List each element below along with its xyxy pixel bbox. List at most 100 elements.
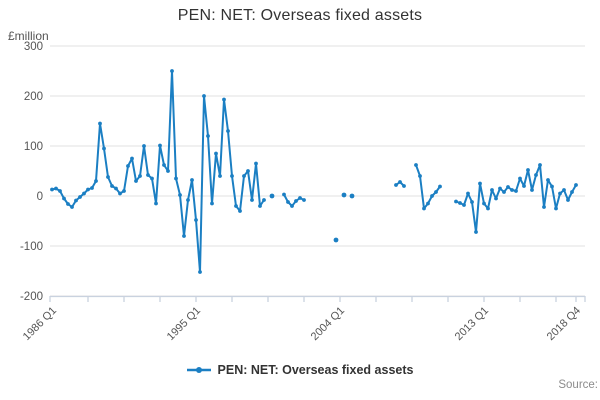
data-point-marker — [82, 191, 86, 196]
y-tick-label: 100 — [24, 141, 43, 153]
data-point-marker — [269, 193, 275, 199]
data-point-marker — [258, 204, 262, 208]
data-point-marker — [186, 198, 190, 202]
data-point-marker — [498, 186, 502, 191]
data-point-marker — [134, 179, 138, 183]
y-tick-label: 300 — [24, 41, 43, 53]
y-tick-label: 200 — [24, 91, 43, 103]
series-line — [51, 70, 265, 273]
source-label: Source: — [558, 379, 598, 391]
data-point-marker — [174, 176, 178, 181]
data-point-marker — [222, 97, 226, 102]
data-point-marker — [502, 190, 506, 194]
data-point-marker — [54, 186, 58, 191]
data-point-marker — [158, 143, 162, 148]
data-point-marker — [202, 94, 206, 98]
data-point-marker — [454, 199, 458, 204]
legend[interactable]: PEN: NET: Overseas fixed assets — [0, 363, 600, 377]
data-point-marker — [434, 190, 438, 194]
data-point-marker — [226, 129, 230, 133]
data-point-marker — [286, 200, 290, 204]
data-point-marker — [86, 187, 90, 192]
data-point-marker — [62, 196, 66, 201]
data-point-marker — [182, 234, 186, 238]
y-axis-unit-label: £million — [8, 29, 49, 43]
legend-label: PEN: NET: Overseas fixed assets — [217, 363, 414, 377]
data-point-marker — [430, 194, 434, 198]
data-point-marker — [114, 186, 118, 191]
data-point-marker — [198, 270, 202, 274]
data-point-marker — [418, 174, 422, 178]
data-point-marker — [538, 163, 542, 167]
data-point-marker — [438, 184, 442, 189]
data-point-marker — [402, 184, 406, 188]
data-point-marker — [298, 196, 302, 200]
data-point-marker — [78, 195, 82, 199]
data-point-marker — [522, 184, 526, 188]
data-point-marker — [486, 206, 490, 211]
data-point-marker — [526, 168, 530, 172]
chart-title: PEN: NET: Overseas fixed assets — [177, 7, 423, 24]
data-point-marker — [294, 199, 298, 203]
y-tick-label: 0 — [37, 191, 43, 203]
data-point-marker — [422, 206, 426, 211]
data-point-marker — [478, 181, 482, 186]
data-point-marker — [506, 185, 510, 189]
data-point-marker — [238, 209, 242, 213]
data-point-marker — [150, 176, 154, 181]
data-point-marker — [154, 201, 158, 206]
data-point-marker — [530, 188, 534, 192]
data-point-marker — [333, 237, 339, 243]
data-point-marker — [474, 230, 478, 234]
data-point-marker — [574, 183, 578, 187]
data-point-marker — [566, 198, 570, 202]
data-point-marker — [130, 156, 134, 161]
x-tick-label: 2013 Q1 — [453, 305, 491, 343]
y-tick-label: -100 — [20, 241, 43, 253]
data-point-marker — [570, 190, 574, 194]
data-point-marker — [90, 186, 94, 190]
data-point-marker — [234, 204, 238, 208]
x-tick-label: 2018 Q4 — [545, 305, 583, 343]
data-point-marker — [554, 206, 558, 211]
x-tick-label: 1986 Q1 — [21, 305, 59, 343]
data-point-marker — [138, 174, 142, 178]
data-point-marker — [118, 191, 122, 196]
data-point-marker — [494, 196, 498, 201]
data-point-marker — [102, 146, 106, 151]
data-point-marker — [262, 198, 266, 202]
legend-line-marker-icon — [186, 367, 211, 373]
data-point-marker — [482, 201, 486, 206]
data-point-marker — [162, 163, 166, 167]
data-point-marker — [94, 179, 98, 183]
data-point-marker — [514, 189, 518, 193]
x-tick-label: 2004 Q1 — [309, 305, 347, 343]
data-point-marker — [470, 200, 474, 204]
data-point-marker — [194, 218, 198, 222]
data-point-marker — [394, 183, 398, 187]
data-point-marker — [110, 184, 114, 188]
data-point-marker — [254, 161, 258, 166]
data-point-marker — [74, 198, 78, 203]
y-tick-label: -200 — [20, 291, 43, 303]
data-point-marker — [242, 174, 246, 178]
series-line — [455, 164, 577, 233]
data-point-marker — [210, 201, 214, 206]
data-point-marker — [302, 198, 306, 202]
data-point-marker — [414, 163, 418, 167]
data-point-marker — [550, 184, 554, 189]
data-point-marker — [50, 187, 54, 192]
data-point-marker — [166, 169, 170, 173]
data-point-marker — [542, 205, 546, 209]
data-point-marker — [170, 69, 174, 73]
data-point-marker — [462, 203, 466, 207]
data-point-marker — [534, 173, 538, 177]
data-point-marker — [562, 188, 566, 192]
data-point-marker — [341, 192, 347, 198]
data-point-marker — [122, 189, 126, 193]
x-tick-label: 1995 Q1 — [165, 305, 203, 343]
data-point-marker — [146, 173, 150, 177]
data-point-marker — [466, 191, 470, 196]
